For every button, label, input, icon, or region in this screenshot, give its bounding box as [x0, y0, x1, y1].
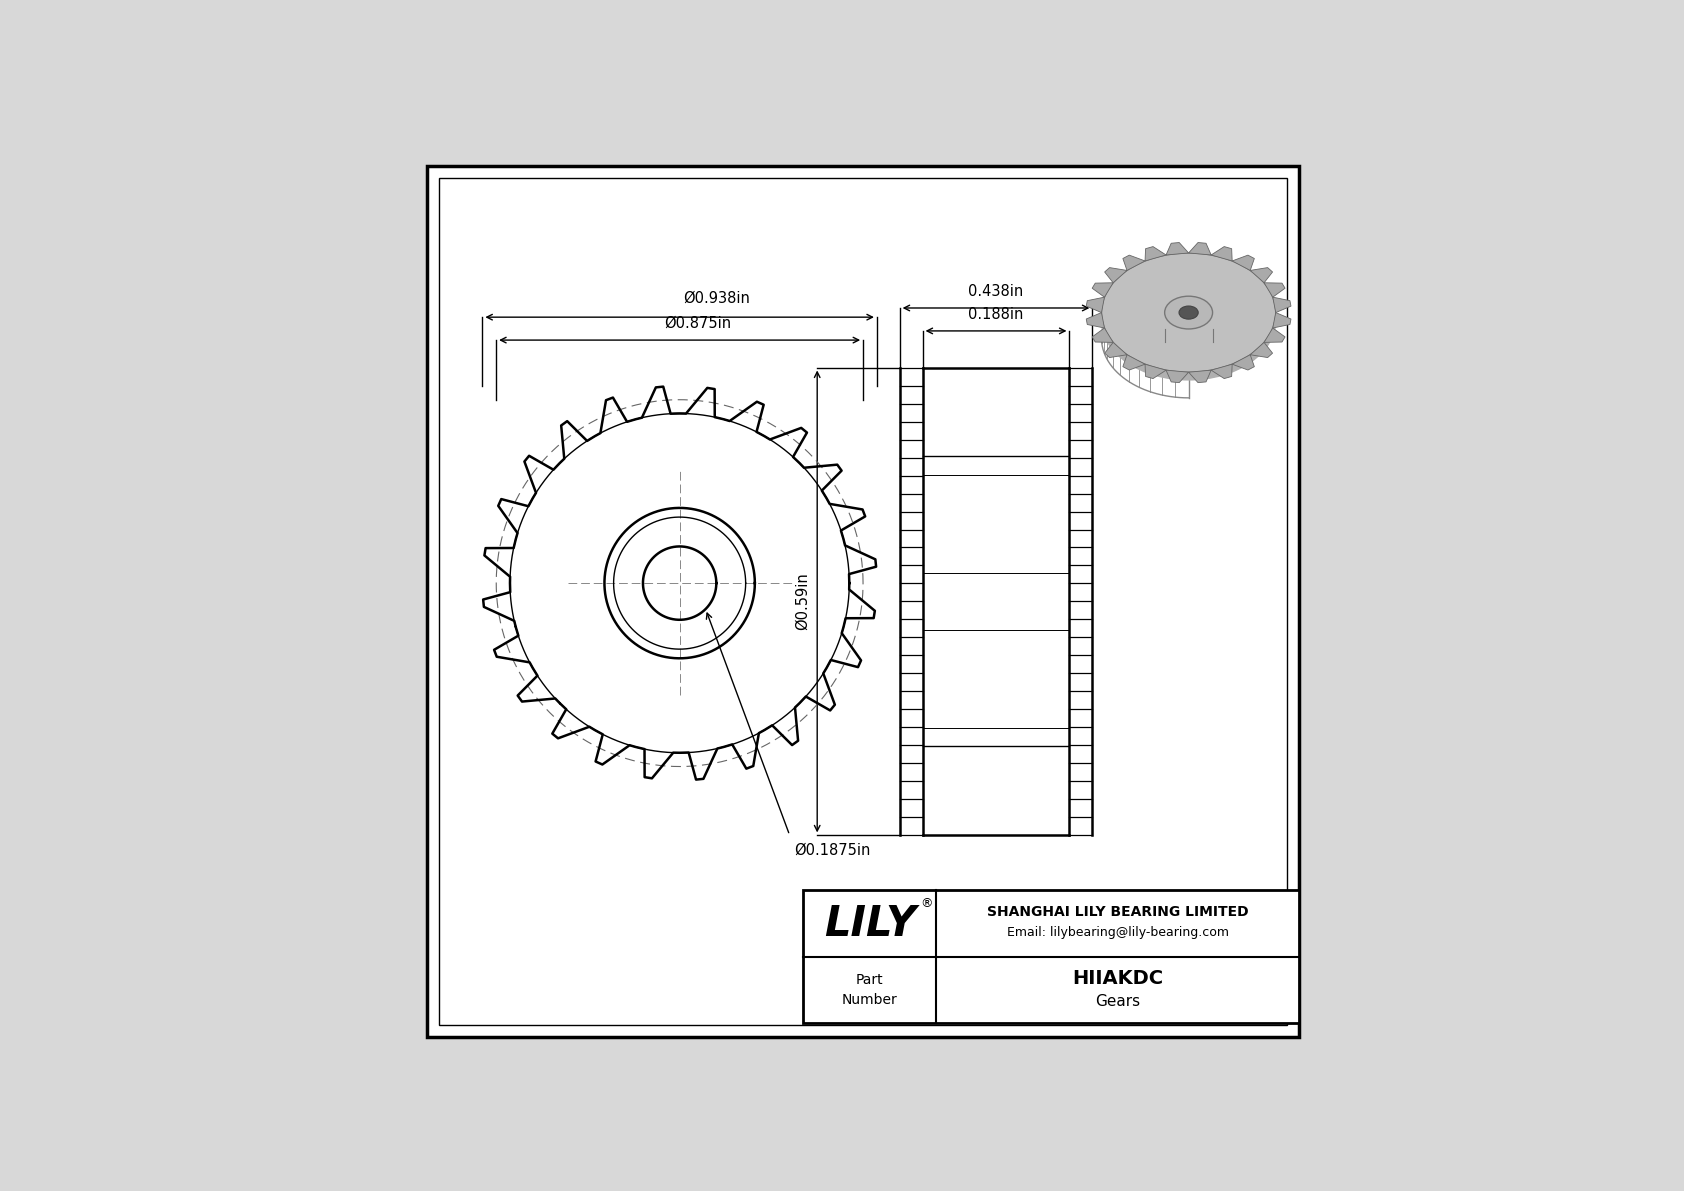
Polygon shape [1250, 268, 1273, 282]
Polygon shape [1145, 247, 1165, 261]
Polygon shape [1145, 364, 1165, 379]
Text: Ø0.938in: Ø0.938in [684, 291, 749, 306]
Polygon shape [1273, 297, 1292, 312]
Text: ®: ® [921, 897, 933, 910]
Polygon shape [1105, 342, 1127, 357]
Polygon shape [1093, 282, 1113, 297]
Polygon shape [1211, 247, 1233, 261]
Ellipse shape [1101, 252, 1276, 373]
Text: Ø0.59in: Ø0.59in [795, 573, 810, 630]
Polygon shape [1265, 282, 1285, 297]
Polygon shape [1189, 243, 1211, 255]
Polygon shape [1093, 328, 1113, 342]
Polygon shape [1211, 364, 1233, 379]
Polygon shape [1189, 370, 1211, 382]
Polygon shape [1233, 355, 1255, 370]
Polygon shape [1273, 312, 1292, 328]
Text: HIIAKDC: HIIAKDC [1073, 968, 1164, 987]
Polygon shape [1233, 255, 1255, 270]
Ellipse shape [1101, 261, 1276, 380]
Text: Gears: Gears [1095, 993, 1140, 1009]
Text: Ø0.875in: Ø0.875in [665, 316, 731, 331]
Ellipse shape [1165, 297, 1212, 329]
Polygon shape [1123, 255, 1145, 270]
Polygon shape [1165, 243, 1189, 255]
Text: LILY: LILY [823, 903, 916, 944]
Polygon shape [1123, 355, 1145, 370]
Ellipse shape [1179, 306, 1199, 319]
Text: Email: lilybearing@lily-bearing.com: Email: lilybearing@lily-bearing.com [1007, 927, 1229, 940]
Polygon shape [1265, 328, 1285, 342]
Polygon shape [1250, 342, 1273, 357]
Text: SHANGHAI LILY BEARING LIMITED: SHANGHAI LILY BEARING LIMITED [987, 905, 1248, 918]
Text: 0.438in: 0.438in [968, 283, 1024, 299]
Text: 0.188in: 0.188in [968, 307, 1024, 322]
Text: Part
Number: Part Number [842, 973, 898, 1006]
Polygon shape [1086, 297, 1105, 312]
Text: Ø0.1875in: Ø0.1875in [795, 843, 871, 858]
Polygon shape [1165, 370, 1189, 382]
Bar [803, 891, 1298, 1023]
Polygon shape [1086, 312, 1105, 328]
Polygon shape [1105, 268, 1127, 282]
